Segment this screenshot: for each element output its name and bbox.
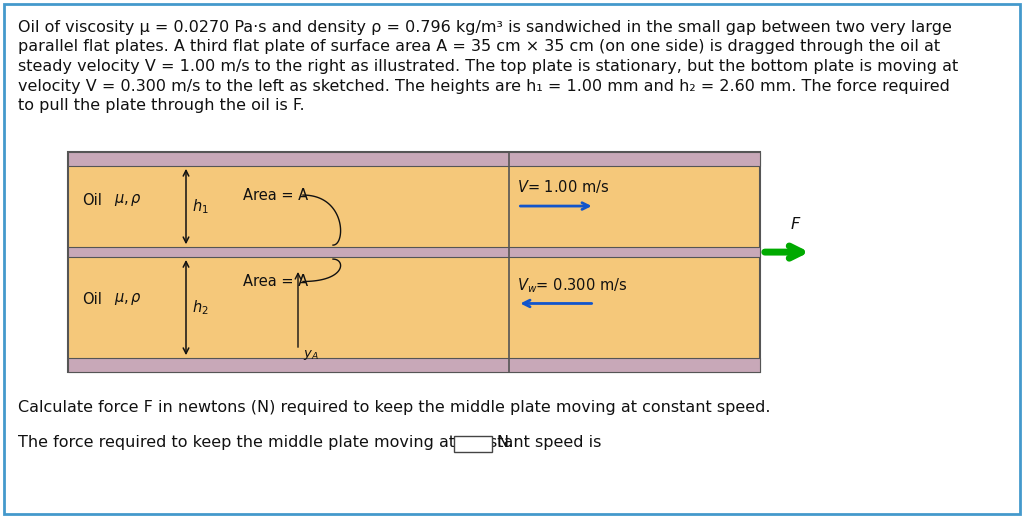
Text: Oil: Oil: [82, 292, 101, 307]
Text: $\mu, \rho$: $\mu, \rho$: [114, 192, 142, 208]
Text: steady velocity V = 1.00 m/s to the right as illustrated. The top plate is stati: steady velocity V = 1.00 m/s to the righ…: [18, 59, 958, 74]
Text: velocity V = 0.300 m/s to the left as sketched. The heights are h₁ = 1.00 mm and: velocity V = 0.300 m/s to the left as sk…: [18, 79, 950, 94]
Bar: [68, 152, 760, 166]
Text: $h_1$: $h_1$: [193, 197, 209, 216]
Text: parallel flat plates. A third flat plate of surface area A = 35 cm × 35 cm (on o: parallel flat plates. A third flat plate…: [18, 39, 940, 54]
Bar: [454, 436, 492, 452]
Text: Area = A: Area = A: [243, 188, 308, 203]
Bar: [68, 358, 760, 372]
Text: $V$= 1.00 m/s: $V$= 1.00 m/s: [517, 178, 610, 195]
Text: The force required to keep the middle plate moving at constant speed is: The force required to keep the middle pl…: [18, 435, 606, 450]
Text: $y_A$: $y_A$: [303, 348, 318, 362]
Text: Oil of viscosity μ = 0.0270 Pa·s and density ρ = 0.796 kg/m³ is sandwiched in th: Oil of viscosity μ = 0.0270 Pa·s and den…: [18, 20, 952, 35]
Text: $F$: $F$: [790, 216, 802, 232]
Text: Calculate force F in newtons (N) required to keep the middle plate moving at con: Calculate force F in newtons (N) require…: [18, 400, 770, 415]
Bar: [68, 152, 760, 372]
Text: $h_2$: $h_2$: [193, 298, 209, 317]
Text: Area = A: Area = A: [243, 274, 308, 289]
Text: $V_w$= 0.300 m/s: $V_w$= 0.300 m/s: [517, 276, 628, 295]
Bar: [68, 247, 760, 257]
Text: to pull the plate through the oil is F.: to pull the plate through the oil is F.: [18, 98, 304, 113]
Text: N.: N.: [497, 435, 514, 450]
Text: $\mu, \rho$: $\mu, \rho$: [114, 292, 142, 308]
Text: Oil: Oil: [82, 193, 101, 208]
